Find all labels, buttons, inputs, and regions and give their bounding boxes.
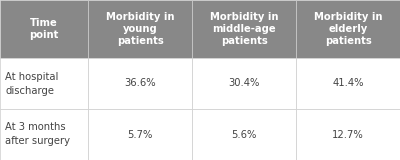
Bar [0, 0, 88, 58]
Text: At 3 months
after surgery: At 3 months after surgery [5, 123, 70, 147]
Bar [88, 0, 192, 58]
Bar [192, 0, 296, 58]
Text: 5.7%: 5.7% [127, 129, 153, 140]
Bar [296, 0, 400, 58]
Text: 36.6%: 36.6% [124, 79, 156, 88]
Bar [296, 109, 400, 160]
Bar [192, 109, 296, 160]
Text: 5.6%: 5.6% [231, 129, 257, 140]
Bar [0, 58, 88, 109]
Text: Time
point: Time point [29, 18, 59, 40]
Text: Morbidity in
elderly
patients: Morbidity in elderly patients [314, 12, 382, 46]
Text: 30.4%: 30.4% [228, 79, 260, 88]
Text: Morbidity in
middle-age
patients: Morbidity in middle-age patients [210, 12, 278, 46]
Text: At hospital
discharge: At hospital discharge [5, 72, 58, 96]
Bar [192, 58, 296, 109]
Bar [88, 58, 192, 109]
Text: 41.4%: 41.4% [332, 79, 364, 88]
Bar [88, 109, 192, 160]
Bar [296, 58, 400, 109]
Bar [0, 109, 88, 160]
Text: 12.7%: 12.7% [332, 129, 364, 140]
Text: Morbidity in
young
patients: Morbidity in young patients [106, 12, 174, 46]
